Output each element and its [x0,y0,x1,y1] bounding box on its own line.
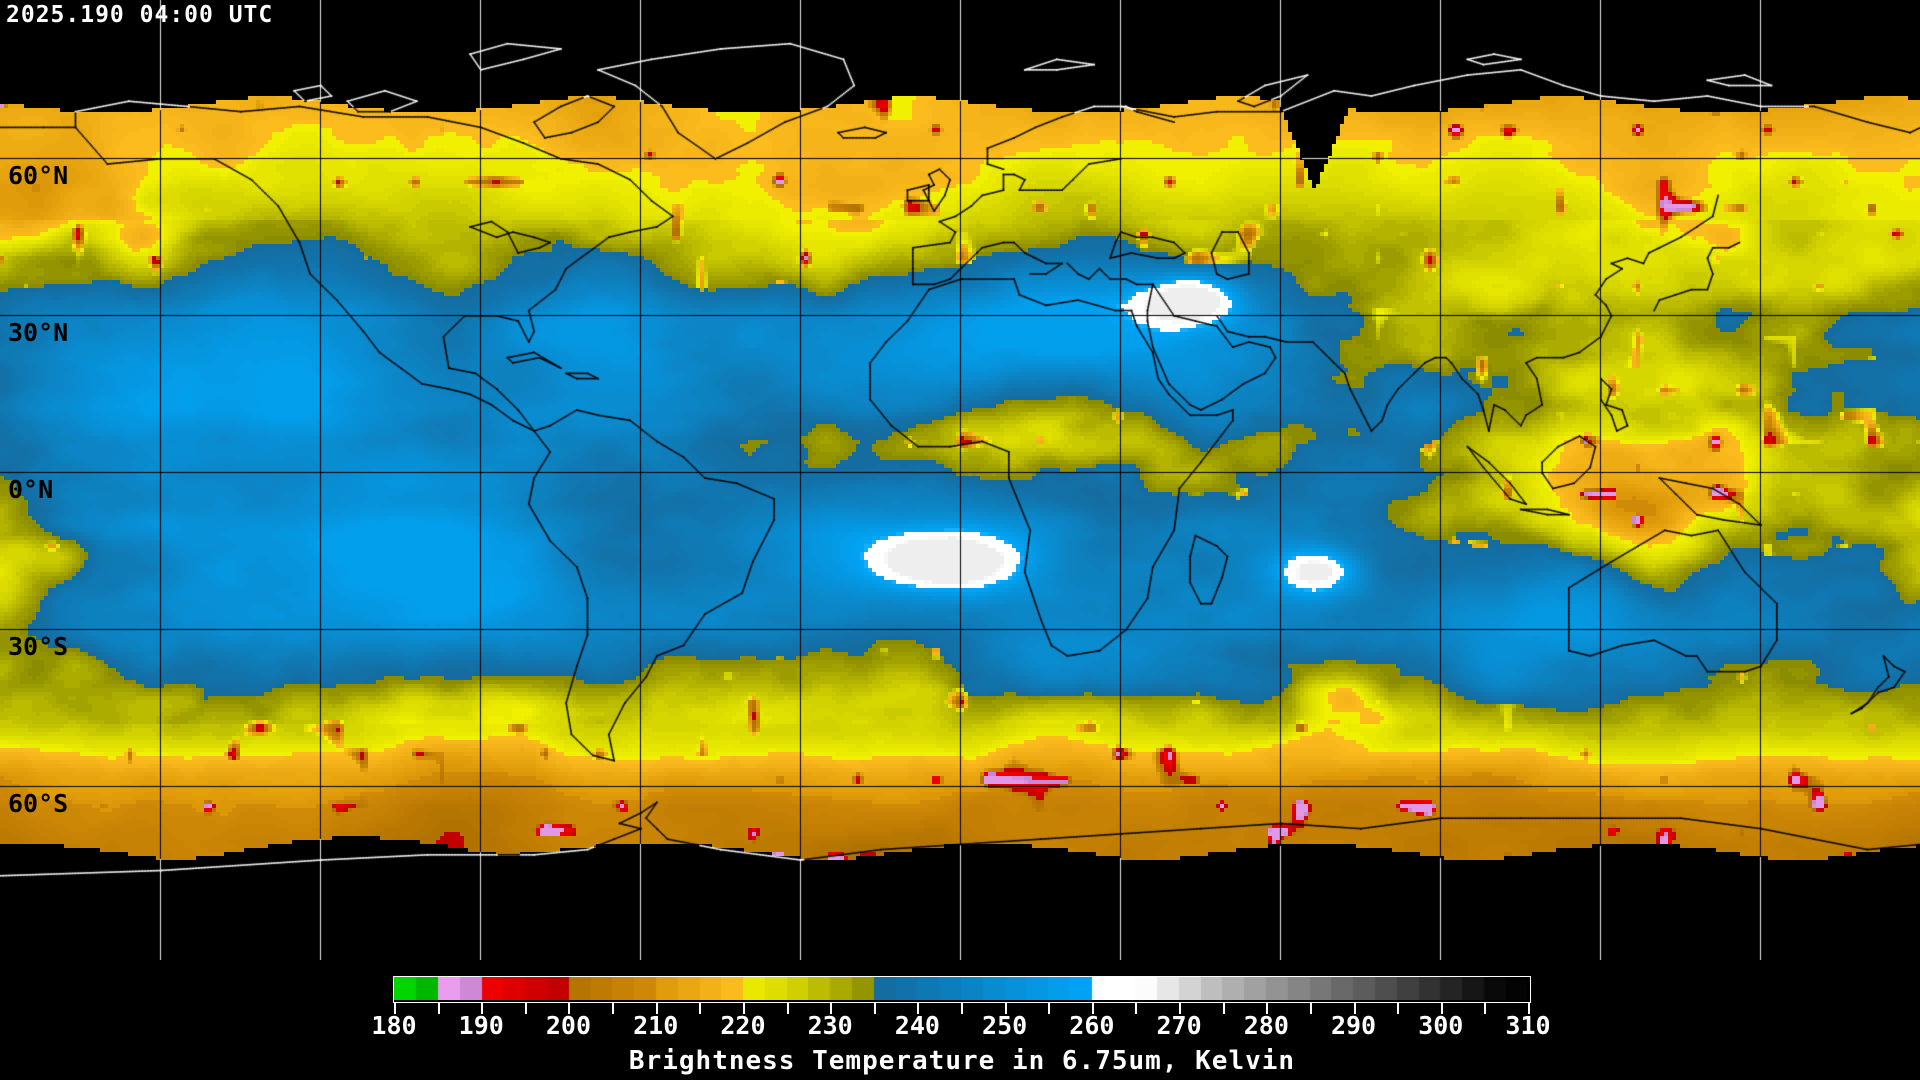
latitude-label-60n: 60°N [8,161,69,190]
colorbar-tick [786,1003,789,1014]
colorbar-tick-label: 290 [1330,1011,1377,1040]
colorbar-tick-label: 190 [458,1011,504,1040]
colorbar-tick [1135,1003,1138,1014]
colorbar-tick [1091,1003,1094,1014]
colorbar-tick-label: 220 [720,1011,766,1040]
colorbar-gradient [394,977,1528,1000]
colorbar-tick [1528,1003,1530,1014]
colorbar-ticks [394,1003,1530,1015]
colorbar-tick [437,1003,440,1014]
colorbar-tick [1397,1003,1400,1014]
colorbar-tick-label: 210 [633,1011,679,1040]
colorbar-tick [568,1003,571,1014]
colorbar-tick [961,1003,963,1014]
colorbar-tick-label: 230 [807,1011,853,1040]
colorbar-tick [524,1003,527,1014]
latitude-label-30n: 30°N [8,318,69,347]
colorbar-tick-label: 250 [982,1011,1028,1040]
colorbar-tick [655,1003,658,1014]
colorbar-tick [612,1003,615,1014]
colorbar-tick [1048,1003,1051,1014]
colorbar-tick-label: 310 [1505,1011,1551,1040]
colorbar-tick [1266,1003,1269,1014]
colorbar-tick [481,1003,484,1014]
colorbar-title: Brightness Temperature in 6.75um, Kelvin [628,1046,1296,1076]
colorbar-tick [1179,1003,1182,1014]
colorbar-tick [1353,1003,1356,1014]
colorbar-tick [1484,1003,1487,1014]
colorbar-tick-label: 180 [371,1011,417,1040]
colorbar-tick [1440,1003,1443,1014]
colorbar-tick-label: 300 [1418,1011,1464,1040]
colorbar-tick-label: 270 [1156,1011,1202,1040]
colorbar-tick [1004,1003,1007,1014]
colorbar-tick [699,1003,702,1014]
colorbar-tick-label: 280 [1243,1011,1289,1040]
timestamp-label: 2025.190 04:00 UTC [6,2,274,28]
colorbar-tick [742,1003,745,1014]
latitude-label-60s: 60°S [8,789,69,818]
colorbar-tick [873,1003,876,1014]
colorbar-tick [1222,1003,1225,1014]
colorbar-tick-label: 200 [545,1011,592,1040]
colorbar-tick-label: 240 [894,1011,940,1040]
colorbar-tick-labels: 180 190 200 210 220 230 240 250 260 270 280 290 300 3… [371,1011,1550,1043]
latitude-label-0n: 0°N [8,475,54,504]
colorbar-tick [1309,1003,1312,1014]
grid-and-coastlines-overlay [0,0,1920,960]
colorbar-tick [917,1003,920,1014]
colorbar-tick-label: 260 [1069,1011,1115,1040]
colorbar-tick [394,1003,396,1014]
colorbar-tick [830,1003,833,1014]
latitude-label-30s: 30°S [8,632,69,661]
colorbar [393,976,1531,1003]
